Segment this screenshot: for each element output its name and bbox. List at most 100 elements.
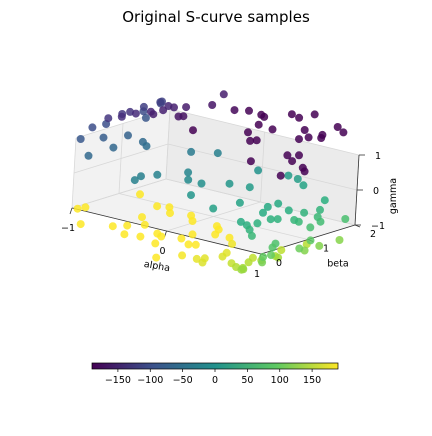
z-axis-label: gamma (388, 178, 399, 214)
data-point (259, 208, 267, 217)
colorbar-tick-label: −100 (137, 375, 163, 386)
data-point (165, 203, 174, 212)
data-point (184, 175, 193, 184)
data-point (254, 166, 263, 175)
data-point (76, 220, 85, 229)
data-point (187, 147, 196, 156)
data-point (198, 258, 207, 267)
data-point (138, 213, 146, 222)
data-point (139, 102, 148, 111)
data-point (247, 231, 256, 240)
data-point (228, 239, 237, 248)
data-point (141, 113, 150, 122)
data-point (213, 149, 222, 158)
data-point (153, 170, 162, 179)
colorbar-tick-label: 100 (271, 375, 289, 386)
data-point (177, 234, 186, 243)
data-point (84, 151, 93, 160)
data-point (156, 98, 165, 107)
data-point (306, 223, 315, 232)
data-point (99, 133, 108, 142)
axis-labels: alpha beta gamma (143, 178, 399, 274)
colorbar-tick-label: 150 (303, 375, 321, 386)
data-point (140, 220, 149, 229)
data-point (211, 230, 220, 239)
data-point (283, 151, 292, 160)
data-point (254, 120, 263, 129)
data-point (208, 101, 217, 109)
x-tick-label: −1 (61, 223, 75, 234)
data-point (267, 251, 275, 260)
data-point (131, 109, 140, 118)
data-point (320, 196, 329, 205)
data-point (295, 151, 303, 160)
data-point (299, 181, 308, 190)
data-point (293, 175, 302, 183)
x-tick-label: 0 (159, 246, 165, 257)
grid-line (169, 108, 360, 156)
data-point (136, 232, 145, 241)
data-point (174, 112, 183, 121)
data-point (288, 157, 297, 166)
data-point (246, 136, 255, 145)
data-point (157, 232, 166, 241)
data-point (317, 134, 326, 142)
grid-line (73, 143, 169, 174)
data-point (284, 206, 293, 215)
data-point (245, 183, 254, 192)
data-point (188, 230, 197, 239)
colorbar: −150 −100 −50 0 50 100 150 (91, 362, 339, 386)
data-point (191, 240, 200, 249)
data-point (277, 246, 286, 255)
data-point (73, 204, 82, 213)
data-point (295, 113, 304, 122)
data-point (306, 236, 315, 245)
y-tick-label: 1 (323, 244, 329, 255)
data-point (237, 265, 246, 274)
data-point (137, 172, 145, 181)
data-point (152, 253, 161, 262)
y-tick-label: 2 (370, 229, 376, 240)
data-point (76, 135, 85, 143)
grid-line (71, 178, 167, 209)
data-point (123, 221, 132, 230)
data-point (104, 114, 113, 123)
data-point (189, 126, 197, 135)
data-point (259, 252, 268, 261)
data-point (273, 215, 282, 224)
colorbar-tick-label: −50 (173, 375, 193, 386)
data-point (209, 204, 218, 213)
x-axis-label: alpha (143, 259, 171, 274)
data-point (108, 222, 117, 231)
x-tick-label: 1 (254, 269, 260, 280)
data-point (182, 103, 191, 112)
data-point (276, 171, 285, 180)
z-tick-label: −1 (371, 221, 385, 232)
data-point (246, 157, 255, 166)
data-point (339, 128, 348, 137)
data-point (166, 209, 174, 218)
data-point (315, 241, 324, 250)
chart-title: Original S-curve samples (122, 8, 310, 26)
data-point (245, 225, 254, 234)
data-point (266, 215, 275, 224)
data-point (244, 128, 252, 137)
data-point (253, 219, 262, 228)
data-point (159, 106, 168, 115)
y-tick-label: 0 (276, 258, 282, 269)
data-point (335, 236, 344, 244)
data-point (295, 135, 303, 144)
data-point (310, 110, 319, 119)
data-point (290, 216, 299, 224)
data-point (142, 142, 151, 151)
data-point (151, 239, 160, 248)
data-point (230, 106, 239, 115)
data-point (149, 110, 158, 119)
colorbar-tick-label: −150 (105, 375, 131, 386)
data-point (136, 190, 144, 199)
data-point (117, 112, 126, 121)
data-point (300, 208, 309, 217)
z-tick-label: 1 (375, 151, 381, 162)
grid-line (167, 143, 358, 191)
